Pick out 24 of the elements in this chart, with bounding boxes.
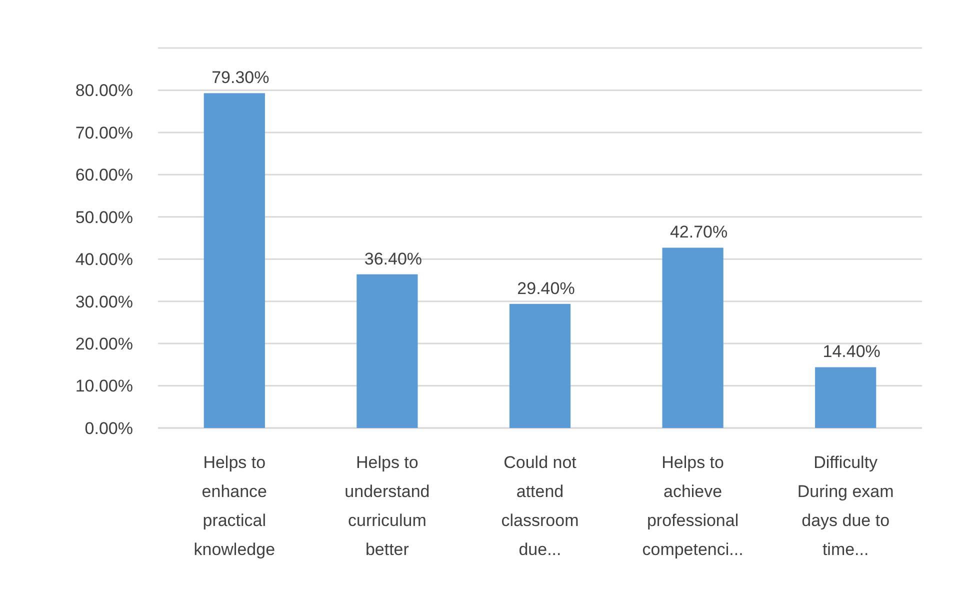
- bar: [356, 274, 418, 428]
- y-tick-label: 0.00%: [84, 418, 133, 438]
- data-label: 36.40%: [364, 249, 422, 268]
- bar: [662, 248, 724, 428]
- y-tick-label: 70.00%: [75, 123, 133, 142]
- y-tick-label: 20.00%: [75, 334, 133, 354]
- data-label: 42.70%: [670, 222, 728, 242]
- x-tick-label: Could not attend classroom due...: [501, 453, 579, 559]
- y-tick-label: 60.00%: [75, 166, 133, 185]
- y-tick-label: 80.00%: [75, 81, 133, 100]
- bar: [204, 93, 265, 428]
- y-tick-label: 40.00%: [75, 250, 133, 270]
- y-tick-label: 50.00%: [75, 208, 133, 227]
- x-tick-label: Helps to understand curriculum better: [344, 453, 430, 559]
- bar: [509, 304, 571, 428]
- x-tick-label: Helps to enhance practical knowledge: [194, 453, 276, 559]
- y-tick-label: 10.00%: [75, 376, 133, 396]
- data-label: 79.30%: [212, 68, 270, 88]
- x-tick-label: Helps to achieve professional competenci...: [642, 453, 744, 559]
- data-label: 29.40%: [517, 278, 575, 298]
- x-tick-label: Difficulty During exam days due to time...: [797, 453, 894, 559]
- data-label: 14.40%: [822, 342, 880, 362]
- y-tick-label: 30.00%: [75, 292, 133, 312]
- bar: [815, 367, 876, 428]
